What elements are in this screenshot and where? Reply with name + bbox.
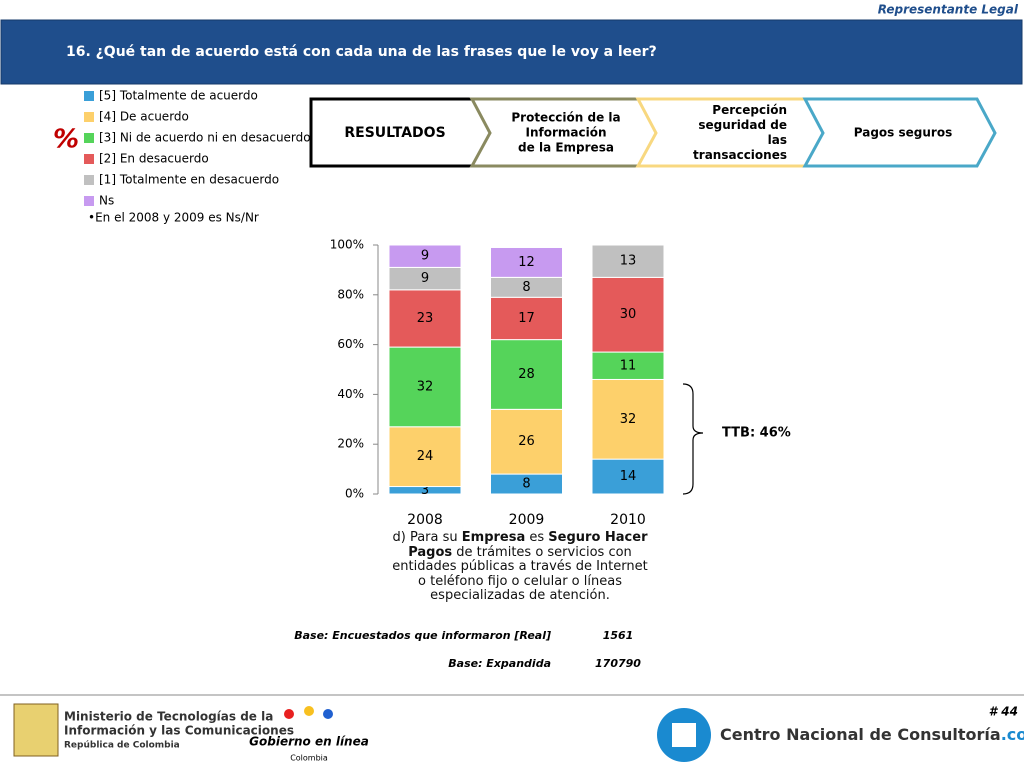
logo-text: Colombia xyxy=(290,754,328,763)
step-label: RESULTADOS xyxy=(344,125,445,141)
step-label: de la Empresa xyxy=(518,141,614,155)
y-tick-label: 40% xyxy=(337,387,364,401)
bar-segment xyxy=(490,339,563,410)
logo-text: Gobierno en línea xyxy=(249,735,369,749)
value-label: 24 xyxy=(417,449,434,464)
annotation: TTB: 46% xyxy=(722,426,791,441)
value-label: 23 xyxy=(417,311,434,326)
note: •En el 2008 y 2009 es Ns/Nr xyxy=(88,211,259,225)
bar-segment xyxy=(388,244,462,268)
legend-label: [2] En desacuerdo xyxy=(99,152,209,166)
x-tick-label: 2009 xyxy=(509,512,545,528)
y-tick-label: 80% xyxy=(337,287,364,301)
cnc-logo-inner xyxy=(672,723,696,747)
y-tick-label: 100% xyxy=(330,238,364,252)
value-label: 9 xyxy=(421,249,429,264)
title-bar xyxy=(0,19,1023,85)
value-label: 8 xyxy=(522,477,530,492)
logo-dot xyxy=(304,706,314,716)
bar-segment xyxy=(490,246,563,278)
step-label: Pagos seguros xyxy=(854,126,952,140)
role: Representante Legal xyxy=(878,3,1019,17)
caption: d) Para su Empresa es Seguro Hacer Pagos… xyxy=(388,530,652,604)
legend-label: [4] De acuerdo xyxy=(99,110,189,124)
step-label: seguridad de xyxy=(698,118,787,132)
logo-dot xyxy=(323,709,333,719)
unit-mark: % xyxy=(53,125,79,155)
bar-segment xyxy=(591,276,665,353)
logo-text: Información y las Comunicaciones xyxy=(64,724,294,738)
value-label: 8 xyxy=(522,280,530,295)
value-label: 9 xyxy=(421,271,429,286)
step-label: las xyxy=(768,133,787,147)
logo-text: .com xyxy=(1001,725,1024,744)
base-label: Base: Encuestados que informaron [Real] xyxy=(294,629,551,642)
value-label: 14 xyxy=(620,469,637,484)
base-label: Base: Expandida xyxy=(448,657,551,670)
logo-text: Centro Nacional de Consultoría.com xyxy=(720,725,1024,744)
y-tick-label: 20% xyxy=(337,437,364,451)
bar-segment xyxy=(591,244,665,278)
x-tick-label: 2008 xyxy=(407,512,443,528)
bracket xyxy=(682,383,704,495)
y-tick-label: 60% xyxy=(337,337,364,351)
step-label: Protección de la xyxy=(511,111,620,125)
coat-of-arms xyxy=(13,703,59,757)
caption-part: d) Para su xyxy=(392,530,462,545)
logo-text: República de Colombia xyxy=(64,741,180,751)
value-label: 30 xyxy=(620,307,637,322)
page-number: # 44 xyxy=(989,705,1018,719)
bar-segment xyxy=(490,408,563,475)
value-label: 28 xyxy=(518,367,535,382)
bar-segment xyxy=(591,378,665,460)
title: 16. ¿Qué tan de acuerdo está con cada un… xyxy=(66,44,657,60)
step-label: transacciones xyxy=(693,148,787,162)
step-label: Percepción xyxy=(712,103,787,117)
value-label: 26 xyxy=(518,434,535,449)
legend-label: Ns xyxy=(99,194,114,208)
value-label: 3 xyxy=(421,483,429,498)
legend-label: [1] Totalmente en desacuerdo xyxy=(99,173,279,187)
logo-text: Centro Nacional de Consultoría xyxy=(720,725,1001,744)
bar-segment xyxy=(591,351,665,380)
caption-part: de trámites o servicios con entidades pú… xyxy=(392,544,648,603)
bar-segment xyxy=(591,458,665,495)
value-label: 13 xyxy=(620,254,637,269)
logo-dot xyxy=(284,709,294,719)
legend-swatch xyxy=(84,175,94,185)
caption-part: es xyxy=(525,530,549,545)
base-value: 170790 xyxy=(595,657,641,670)
logo-text: Ministerio de Tecnologías de la xyxy=(64,710,273,724)
value-label: 32 xyxy=(417,379,434,394)
bar-segment xyxy=(490,296,563,341)
legend-swatch xyxy=(84,133,94,143)
bar-segment xyxy=(388,346,462,428)
base-value: 1561 xyxy=(603,629,634,642)
caption-part: Seguro Hacer Pagos xyxy=(408,530,648,560)
bar-segment xyxy=(388,289,462,348)
step-label: Información xyxy=(525,126,606,140)
legend-swatch xyxy=(84,154,94,164)
step-arrow xyxy=(802,97,997,168)
caption-part: Empresa xyxy=(461,530,526,545)
legend-swatch xyxy=(84,91,94,101)
legend-label: [5] Totalmente de acuerdo xyxy=(99,89,258,103)
x-tick-label: 2010 xyxy=(610,512,646,528)
legend-swatch xyxy=(84,112,94,122)
value-label: 32 xyxy=(620,412,637,427)
value-label: 11 xyxy=(620,358,637,373)
value-label: 12 xyxy=(518,255,535,270)
value-label: 17 xyxy=(518,311,535,326)
y-tick-label: 0% xyxy=(345,487,364,501)
legend-label: [3] Ni de acuerdo ni en desacuerdo xyxy=(99,131,311,145)
legend-swatch xyxy=(84,196,94,206)
